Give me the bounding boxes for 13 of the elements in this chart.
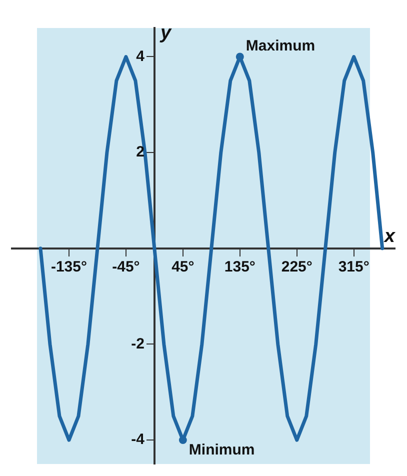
y-axis-title: y xyxy=(159,22,172,44)
x-axis-title: x xyxy=(383,226,396,248)
x-tick-label: 135° xyxy=(224,258,256,276)
x-tick-label: 45° xyxy=(172,258,194,276)
y-tick-label: -4 xyxy=(131,431,146,448)
x-tick-label: -135° xyxy=(50,258,87,276)
annotation: Minimum xyxy=(188,442,255,459)
x-tick-label: 315° xyxy=(338,258,370,276)
y-tick-label: 4 xyxy=(136,48,146,65)
x-tick-label: -45° xyxy=(112,258,140,276)
y-tick-label: -2 xyxy=(131,335,144,352)
annotation: Maximum xyxy=(246,37,316,54)
x-tick-label: 225° xyxy=(281,258,312,276)
